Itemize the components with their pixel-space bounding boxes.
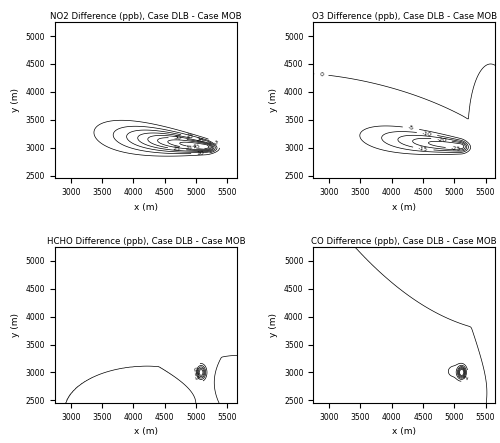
- Text: 0.05: 0.05: [192, 367, 198, 381]
- Text: 30: 30: [174, 136, 182, 141]
- Y-axis label: y (m): y (m): [270, 88, 278, 112]
- X-axis label: x (m): x (m): [392, 202, 416, 212]
- Text: -20: -20: [436, 136, 447, 143]
- Text: 0: 0: [319, 72, 324, 77]
- Text: 5: 5: [212, 140, 218, 146]
- Text: -5: -5: [408, 125, 414, 131]
- Text: 25: 25: [173, 146, 181, 152]
- Title: O3 Difference (ppb), Case DLB - Case MOB: O3 Difference (ppb), Case DLB - Case MOB: [312, 12, 496, 21]
- Text: -25: -25: [450, 146, 461, 152]
- Y-axis label: y (m): y (m): [270, 313, 278, 337]
- Text: 40: 40: [191, 144, 200, 150]
- X-axis label: x (m): x (m): [134, 202, 158, 212]
- Text: 15: 15: [186, 133, 194, 140]
- Y-axis label: y (m): y (m): [11, 313, 20, 337]
- Text: -10: -10: [422, 131, 432, 137]
- Title: CO Difference (ppb), Case DLB - Case MOB: CO Difference (ppb), Case DLB - Case MOB: [312, 237, 497, 246]
- Text: 2: 2: [464, 374, 470, 380]
- X-axis label: x (m): x (m): [134, 427, 158, 436]
- Text: 10: 10: [196, 151, 204, 156]
- Title: NO2 Difference (ppb), Case DLB - Case MOB: NO2 Difference (ppb), Case DLB - Case MO…: [50, 12, 242, 21]
- Y-axis label: y (m): y (m): [11, 88, 20, 112]
- Text: 35: 35: [185, 145, 193, 151]
- Text: -15: -15: [418, 146, 428, 152]
- Text: 20: 20: [195, 136, 204, 143]
- X-axis label: x (m): x (m): [392, 427, 416, 436]
- Title: HCHO Difference (ppb), Case DLB - Case MOB: HCHO Difference (ppb), Case DLB - Case M…: [46, 237, 245, 246]
